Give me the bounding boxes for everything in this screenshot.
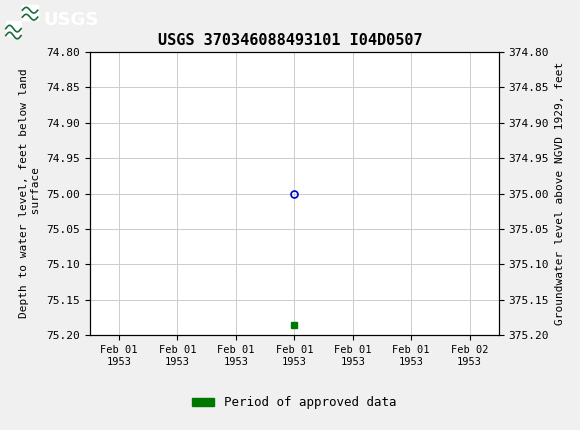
Text: USGS 370346088493101 I04D0507: USGS 370346088493101 I04D0507 [158,34,422,48]
Text: USGS: USGS [44,12,99,29]
Y-axis label: Depth to water level, feet below land
 surface: Depth to water level, feet below land su… [19,69,41,318]
Bar [23,5,38,20]
Bar [6,21,21,36]
Legend: Period of approved data: Period of approved data [187,391,402,414]
Y-axis label: Groundwater level above NGVD 1929, feet: Groundwater level above NGVD 1929, feet [554,62,564,325]
